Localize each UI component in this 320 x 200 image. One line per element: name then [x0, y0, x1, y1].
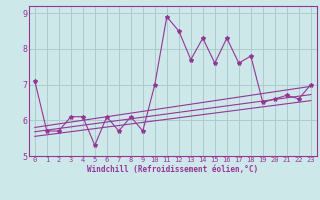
X-axis label: Windchill (Refroidissement éolien,°C): Windchill (Refroidissement éolien,°C): [87, 165, 258, 174]
